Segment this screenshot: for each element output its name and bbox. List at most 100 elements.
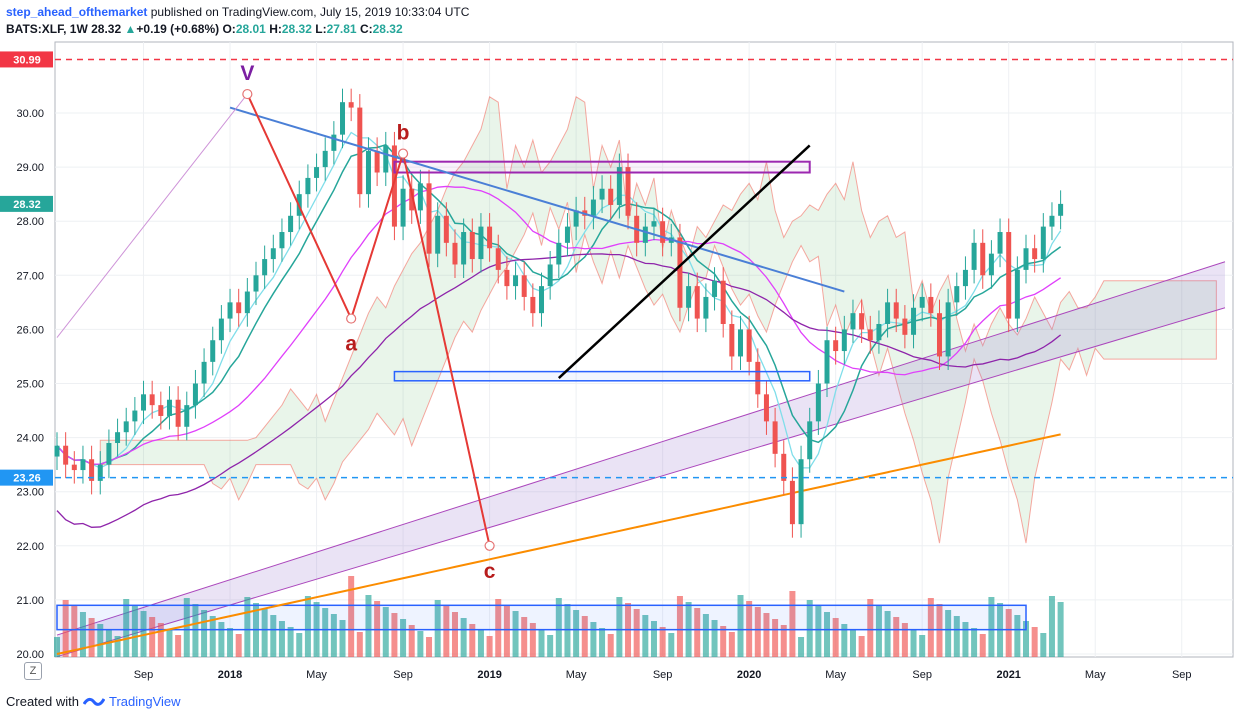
wave-point xyxy=(484,540,495,551)
candle-body xyxy=(288,215,294,233)
zoom-reset-button[interactable]: Z xyxy=(24,662,42,680)
candle-body xyxy=(737,329,743,357)
volume-bar xyxy=(382,607,389,657)
candle-body xyxy=(97,464,103,481)
wave-point xyxy=(397,148,409,159)
tradingview-brand[interactable]: TradingView xyxy=(108,694,181,709)
x-tick-label: 2020 xyxy=(737,669,761,681)
price-label-tag xyxy=(0,51,53,68)
change-value: ▲ xyxy=(124,22,137,36)
candle-body xyxy=(885,302,891,324)
candle-body xyxy=(141,394,147,411)
x-tick-label: May xyxy=(1085,669,1106,681)
candle-body xyxy=(374,150,380,173)
candle-body xyxy=(539,286,545,314)
candle-body xyxy=(1049,215,1055,227)
volume-bar xyxy=(599,628,606,657)
last-price: 28.32 xyxy=(91,22,122,36)
volume-bar xyxy=(97,624,104,657)
ichimoku-cloud xyxy=(99,95,1217,544)
volume-bar xyxy=(590,622,597,657)
y-tick-label: 22.00 xyxy=(16,541,44,553)
candle-body xyxy=(253,275,259,292)
volume-bar xyxy=(227,628,234,657)
candle-body xyxy=(1014,269,1020,319)
candle-body xyxy=(608,188,614,205)
wave-label-c: c xyxy=(484,560,496,583)
candle-body xyxy=(919,296,925,308)
candle-body xyxy=(1058,203,1064,216)
y-tick-label: 26.00 xyxy=(16,324,44,336)
volume-bar xyxy=(1040,633,1047,657)
candle-body xyxy=(815,383,821,422)
candle-body xyxy=(893,302,899,319)
candle-body xyxy=(720,280,726,324)
wave-point xyxy=(242,88,253,100)
volume-bar xyxy=(521,617,528,657)
volume-bar xyxy=(287,627,294,657)
ma-200-line xyxy=(56,433,1061,655)
volume-bar xyxy=(780,625,787,657)
volume-bar xyxy=(893,617,900,657)
volume-bar xyxy=(772,619,779,657)
volume-bar xyxy=(261,609,268,657)
author-link[interactable]: step_ahead_ofthemarket xyxy=(6,5,148,19)
wave-up-line xyxy=(56,93,248,338)
volume-bar xyxy=(927,598,934,657)
open-value: 28.01 xyxy=(235,22,266,36)
candle-body xyxy=(902,318,908,335)
candle-body xyxy=(478,226,484,260)
volume-bar xyxy=(1023,621,1030,657)
candle-body xyxy=(305,177,311,195)
candle-body xyxy=(686,286,692,308)
high-value: 28.32 xyxy=(281,22,312,36)
volume-bar xyxy=(218,622,225,657)
candle-body xyxy=(599,188,605,200)
candle-body xyxy=(158,405,164,416)
candle-body xyxy=(781,453,787,481)
volume-bar xyxy=(806,600,813,657)
volume-bar xyxy=(469,624,476,657)
volume-bar xyxy=(114,636,121,657)
candle-body xyxy=(417,183,423,211)
published-text: published on TradingView.com, July 15, 2… xyxy=(150,5,470,19)
candle-body xyxy=(495,248,501,270)
volume-bar xyxy=(486,636,493,657)
candle-body xyxy=(89,459,95,481)
close-value: 28.32 xyxy=(372,22,403,36)
candle-body xyxy=(980,242,986,276)
y-tick-label: 30.00 xyxy=(16,108,44,120)
volume-bar xyxy=(945,610,952,657)
x-tick-label: 2019 xyxy=(477,669,501,681)
volume-bar xyxy=(123,599,130,657)
candle-body xyxy=(798,459,804,525)
wave-label-v: V xyxy=(240,62,254,85)
candle-body xyxy=(763,394,769,422)
candle-body xyxy=(322,150,328,168)
volume-bar xyxy=(919,635,926,657)
volume-bar xyxy=(936,604,943,657)
candle-body xyxy=(123,421,129,433)
volume-bar xyxy=(149,617,156,657)
candle-body xyxy=(850,313,856,330)
y-tick-label: 23.00 xyxy=(16,487,44,499)
symbol-label[interactable]: BATS:XLF, 1W xyxy=(6,22,88,36)
volume-bar xyxy=(824,612,831,657)
y-tick-label: 24.00 xyxy=(16,433,44,445)
candle-body xyxy=(660,221,666,243)
candle-body xyxy=(928,296,934,314)
candle-body xyxy=(184,405,190,427)
created-with-text: Created with xyxy=(6,694,79,709)
candle-body xyxy=(746,329,752,362)
candle-body xyxy=(833,340,839,352)
candle-body xyxy=(435,215,441,254)
volume-bar xyxy=(849,630,856,657)
volume-bar xyxy=(1031,627,1038,657)
candle-body xyxy=(1032,248,1038,260)
candle-body xyxy=(556,242,562,265)
volume-bar xyxy=(183,598,190,657)
price-label-text: 28.32 xyxy=(13,199,41,211)
candle-body xyxy=(513,275,519,287)
y-tick-label: 20.00 xyxy=(16,649,44,661)
